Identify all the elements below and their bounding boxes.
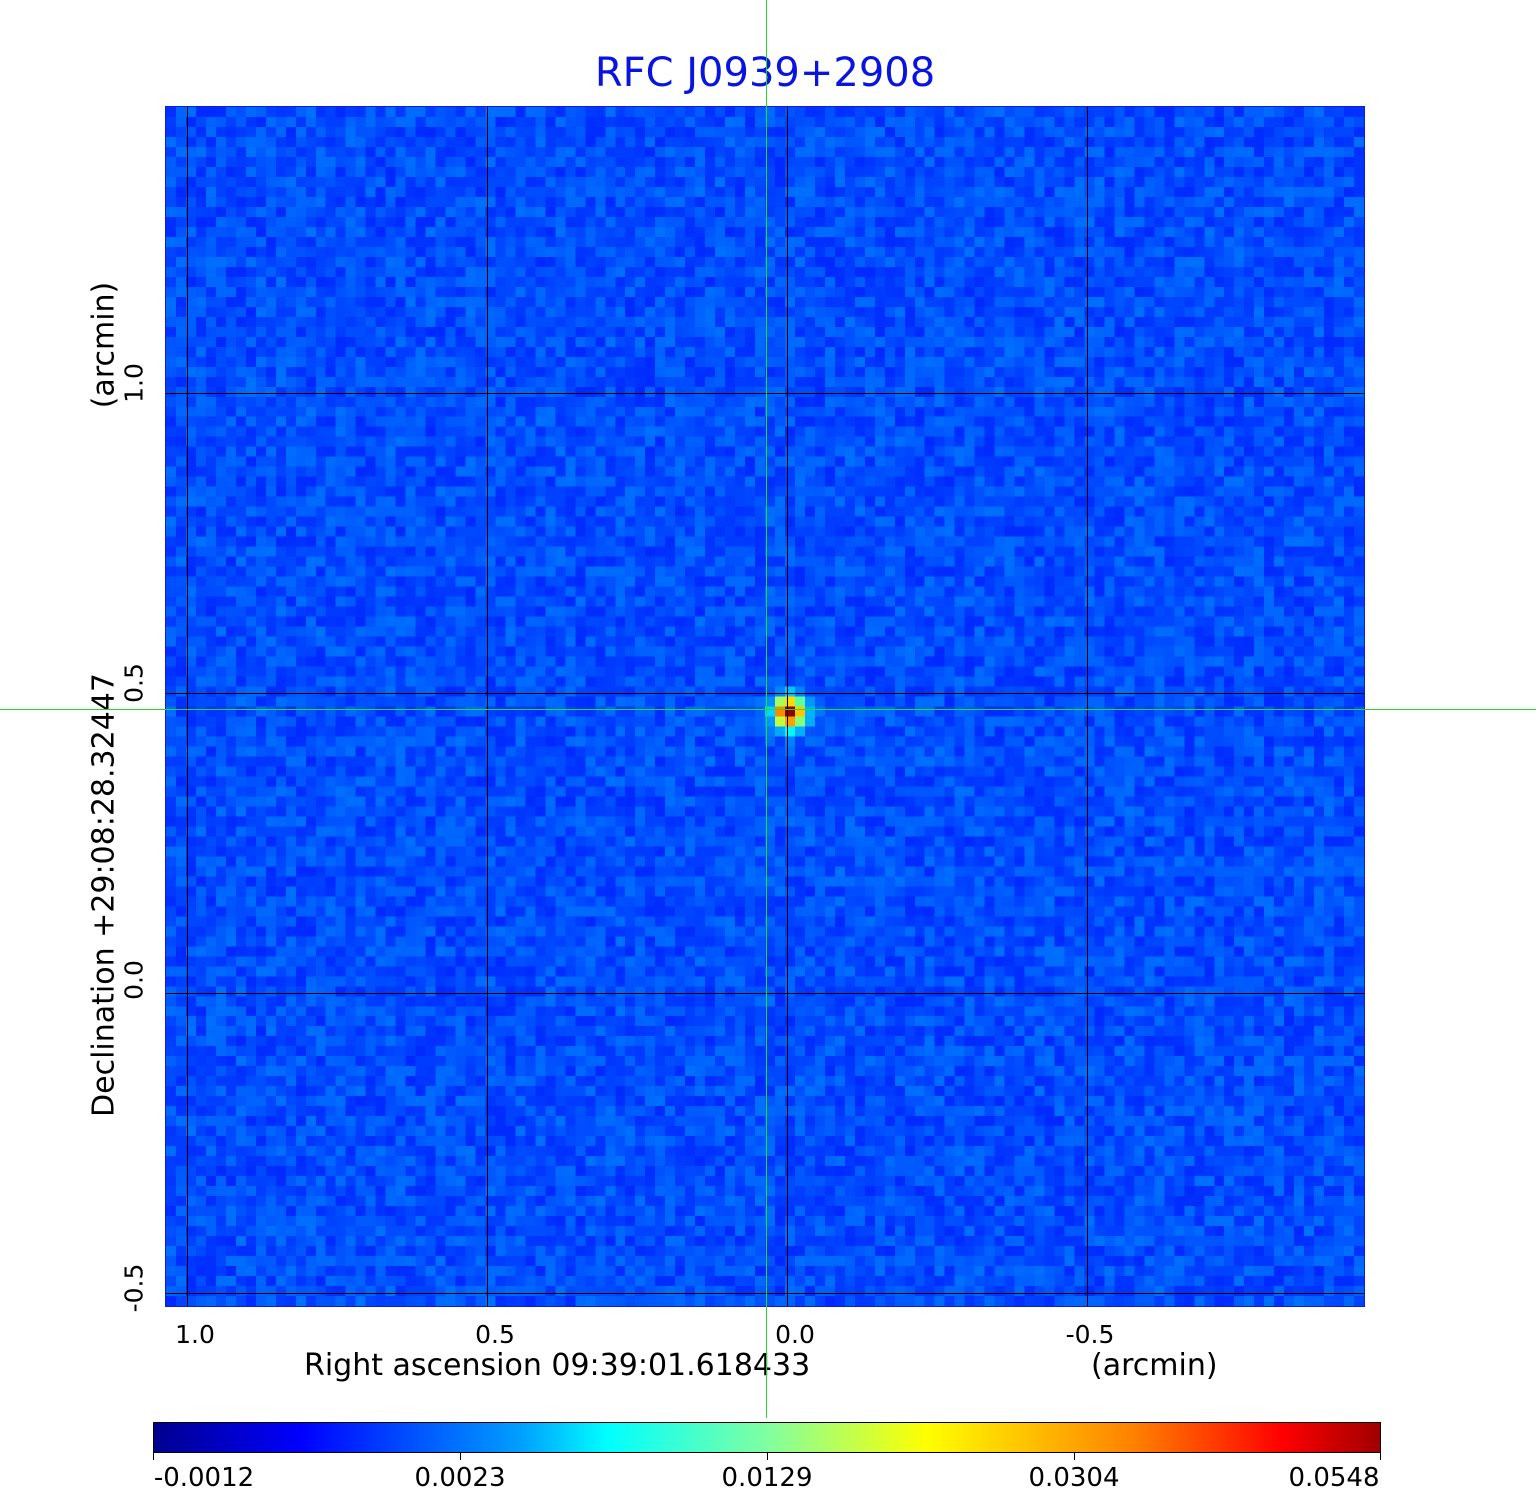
colorbar-tick: [767, 1453, 768, 1460]
grid-line-x-1.0: [187, 107, 188, 1306]
x-axis-label: Right ascension 09:39:01.618433: [304, 1348, 811, 1383]
grid-line-x--0.5: [1087, 107, 1088, 1306]
y-tick-label: -0.5: [119, 1263, 149, 1313]
colorbar-tick: [153, 1453, 154, 1460]
x-tick-label: 1.0: [175, 1320, 215, 1349]
grid-line-y-1.0: [166, 393, 1364, 394]
colorbar-tick: [1074, 1453, 1075, 1460]
colorbar-label: 0.0304: [1028, 1463, 1120, 1493]
chart-title: RFC J0939+2908: [594, 50, 936, 96]
grid-line-y--0.5: [166, 1293, 1364, 1294]
grid-line-x-0.5: [487, 107, 488, 1306]
colorbar-label: 0.0548: [1288, 1463, 1380, 1493]
colorbar: [153, 1422, 1381, 1453]
radio-map-image: [166, 107, 1364, 1306]
x-tick-label: 0.5: [475, 1320, 515, 1349]
x-tick-label: -0.5: [1065, 1320, 1115, 1349]
y-axis-label: Declination +29:08:28.32447: [86, 673, 122, 1117]
colorbar-label: 0.0023: [414, 1463, 506, 1493]
grid-line-y-0.5: [166, 693, 1364, 694]
colorbar-label: -0.0012: [153, 1463, 255, 1493]
y-axis-unit: (arcmin): [86, 281, 122, 409]
colorbar-tick: [460, 1453, 461, 1460]
grid-line-y-0.0: [166, 993, 1364, 994]
crosshair-horizontal: [0, 709, 1536, 710]
x-tick-label: 0.0: [775, 1320, 815, 1349]
y-tick-label: 0.0: [119, 960, 149, 1000]
y-tick-label: 0.5: [119, 663, 149, 703]
grid-line-x-0.0: [787, 107, 788, 1306]
image-plot-area[interactable]: [165, 106, 1365, 1307]
colorbar-label: 0.0129: [721, 1463, 813, 1493]
y-tick-label: 1.0: [119, 363, 149, 403]
x-axis-unit: (arcmin): [1091, 1348, 1218, 1383]
colorbar-tick: [1380, 1453, 1381, 1460]
